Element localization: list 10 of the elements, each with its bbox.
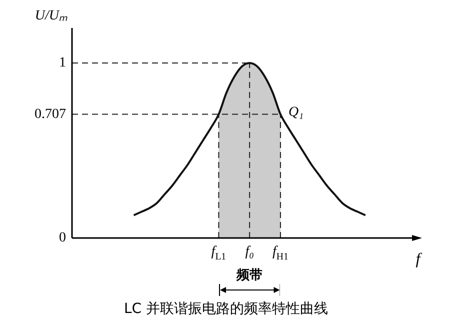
x-tick-label: f₀ (245, 244, 254, 260)
text: LC 并联谐振电路的频率特性曲线 (122, 300, 330, 318)
y-tick-label: 1 (59, 56, 66, 71)
line-series (132, 62, 366, 216)
y-tick-label: 0.707 (34, 106, 66, 122)
y-axis-title: U/Uₘ (34, 8, 68, 24)
annotation: Q₁ (288, 104, 304, 120)
x-axis-title: f (416, 251, 423, 268)
band-label: 频带 (235, 268, 264, 284)
y-tick-label: 0 (59, 230, 66, 246)
